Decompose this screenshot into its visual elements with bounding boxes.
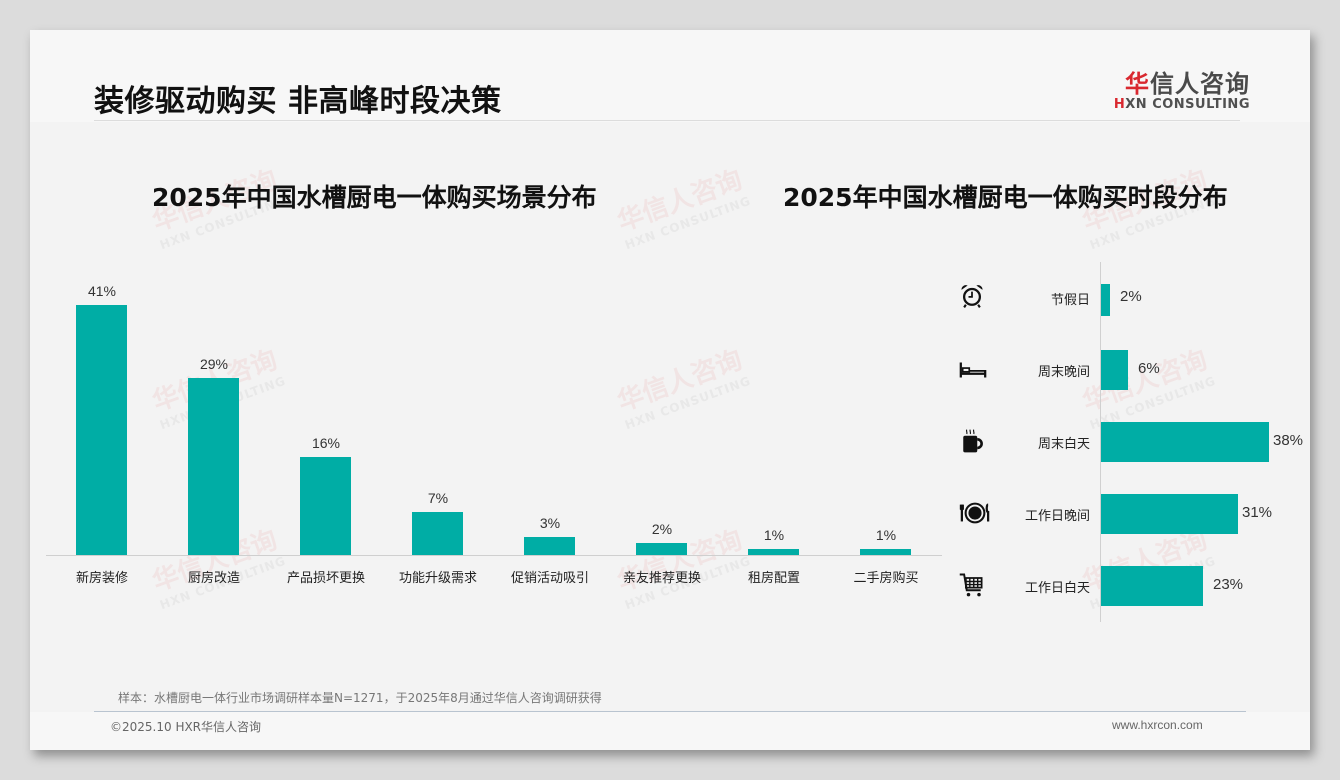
sample-note: 样本：水槽厨电一体行业市场调研样本量N=1271，于2025年8月通过华信人咨询… (118, 691, 602, 705)
bar-group: 2% 亲友推荐更换 (606, 270, 718, 586)
shopping-cart-icon (958, 570, 990, 602)
bar-group: 1% 二手房购买 (830, 270, 942, 586)
category-label: 周末晚间 (1037, 365, 1090, 380)
bar-row: 工作日晚间 31% (950, 478, 1310, 550)
bar-row: 节假日 2% (950, 262, 1310, 334)
bar-value-label: 7% (427, 490, 449, 506)
bar-value-label: 31% (1242, 504, 1273, 521)
bar-row: 周末白天 38% (950, 406, 1310, 478)
bar (1101, 566, 1203, 606)
page-title: 装修驱动购买 非高峰时段决策 (94, 84, 502, 119)
bed-icon (958, 354, 990, 386)
bar-value-label: 38% (1273, 432, 1304, 449)
bar-value-label: 6% (1138, 360, 1160, 377)
footer-divider (94, 711, 1246, 712)
bar-value-label: 2% (1120, 288, 1142, 305)
bar (300, 457, 351, 555)
bar-value-label: 1% (763, 527, 785, 543)
copyright-text: ©2025.10 HXR华信人咨询 (110, 720, 262, 734)
bar-value-label: 1% (875, 527, 897, 543)
bar-row: 周末晚间 6% (950, 334, 1310, 406)
bar-value-label: 23% (1213, 576, 1244, 593)
bar (524, 537, 575, 555)
slide-header (30, 30, 1310, 122)
bar-group: 41% 新房装修 (46, 270, 158, 586)
website-link[interactable]: www.hxrcon.com (1112, 718, 1203, 732)
category-label: 产品损坏更换 (286, 571, 365, 586)
footer-band (30, 712, 1310, 750)
bar (636, 543, 687, 555)
bar (1101, 422, 1269, 462)
scene-chart-title: 2025年中国水槽厨电一体购买场景分布 (152, 183, 597, 212)
bar (1101, 350, 1128, 390)
title-divider (94, 120, 1240, 121)
category-label: 促销活动吸引 (510, 571, 589, 586)
category-label: 周末白天 (1037, 437, 1090, 452)
plate-cutlery-icon (958, 498, 990, 530)
bar (188, 378, 239, 555)
bar-value-label: 29% (199, 356, 229, 372)
bar-value-label: 2% (651, 521, 673, 537)
bar-row: 工作日白天 23% (950, 550, 1310, 622)
bar-group: 29% 厨房改造 (158, 270, 270, 586)
slide: 装修驱动购买 非高峰时段决策 华信人咨询 HXN CONSULTING 华信人咨… (30, 30, 1310, 750)
logo-en: HXN CONSULTING (1113, 97, 1250, 112)
bar-group: 16% 产品损坏更换 (270, 270, 382, 586)
x-axis-line (46, 555, 942, 556)
category-label: 功能升级需求 (398, 571, 477, 586)
timeslot-chart-title: 2025年中国水槽厨电一体购买时段分布 (783, 183, 1228, 212)
y-axis-line (1100, 262, 1101, 622)
category-label: 新房装修 (75, 571, 128, 586)
category-label: 二手房购买 (853, 571, 919, 586)
alarm-clock-icon (958, 282, 990, 314)
logo-cn: 华信人咨询 (1125, 70, 1250, 98)
bar-group: 3% 促销活动吸引 (494, 270, 606, 586)
brand-logo: 华信人咨询 HXN CONSULTING (1110, 64, 1250, 112)
purchase-scene-bar-chart: 41% 新房装修 29% 厨房改造 16% 产品损坏更换 7% 功能升级需求 3% 促销活动吸引 2… (46, 270, 942, 590)
coffee-cup-icon (958, 426, 990, 458)
bar-value-label: 41% (87, 283, 117, 299)
bar-value-label: 16% (311, 435, 341, 451)
category-label: 租房配置 (747, 571, 800, 586)
category-label: 亲友推荐更换 (622, 571, 701, 586)
category-label: 工作日白天 (1024, 581, 1090, 596)
bar (1101, 494, 1238, 534)
category-label: 节假日 (1050, 293, 1090, 308)
category-label: 工作日晚间 (1024, 509, 1090, 524)
bar-value-label: 3% (539, 515, 561, 531)
bar-group: 1% 租房配置 (718, 270, 830, 586)
purchase-timeslot-bar-chart: 节假日 2% 周末晚间 6% 周末白天 38% 工作日晚间 31% 工作日白天 23% (950, 262, 1310, 626)
bar (412, 512, 463, 555)
bar (76, 305, 127, 555)
bar (860, 549, 911, 555)
bar-group: 7% 功能升级需求 (382, 270, 494, 586)
bar (748, 549, 799, 555)
category-label: 厨房改造 (187, 571, 240, 586)
bar (1101, 284, 1110, 316)
